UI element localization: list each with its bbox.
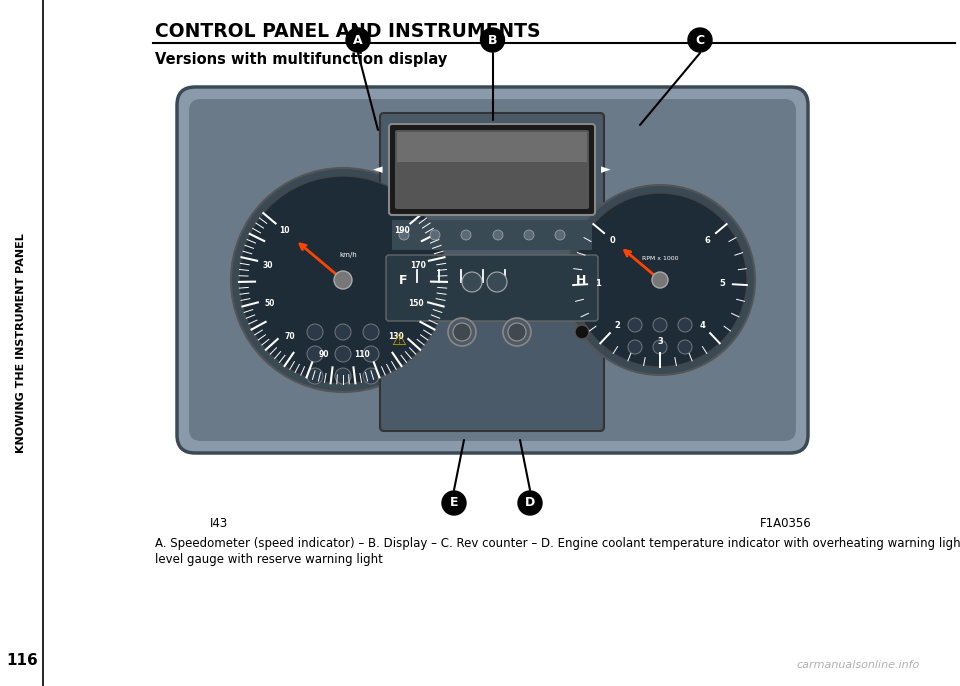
Circle shape [363,324,379,340]
Text: A. Speedometer (speed indicator) – B. Display – C. Rev counter – D. Engine coola: A. Speedometer (speed indicator) – B. Di… [155,537,960,550]
Text: 170: 170 [411,261,426,270]
Text: RPM x 1000: RPM x 1000 [641,255,679,261]
Text: level gauge with reserve warning light: level gauge with reserve warning light [155,553,383,566]
Circle shape [487,272,507,292]
Circle shape [448,318,476,346]
Circle shape [442,491,466,515]
Text: 90: 90 [319,350,329,359]
Circle shape [493,230,503,240]
Text: ◄: ◄ [373,163,383,176]
Circle shape [555,230,565,240]
Text: B: B [488,34,497,47]
Circle shape [453,323,471,341]
Text: 190: 190 [395,226,410,235]
Text: A: A [353,34,363,47]
FancyBboxPatch shape [386,255,598,321]
FancyBboxPatch shape [397,132,587,162]
Text: ⚠: ⚠ [392,331,406,349]
Text: H: H [576,274,587,287]
Text: 130: 130 [388,331,404,340]
Text: 150: 150 [409,299,424,308]
Text: KNOWING THE INSTRUMENT PANEL: KNOWING THE INSTRUMENT PANEL [16,233,27,453]
Text: 0: 0 [610,236,615,245]
FancyBboxPatch shape [389,124,595,215]
Text: 30: 30 [262,261,273,270]
Circle shape [399,230,409,240]
Circle shape [239,176,447,384]
Bar [0,0,43,686]
Text: 70: 70 [285,331,296,340]
FancyBboxPatch shape [177,87,808,453]
Text: carmanualsonline.info: carmanualsonline.info [797,660,920,670]
Text: 116: 116 [6,653,37,668]
Text: CONTROL PANEL AND INSTRUMENTS: CONTROL PANEL AND INSTRUMENTS [155,22,540,41]
Circle shape [678,340,692,354]
Circle shape [363,346,379,362]
Circle shape [231,168,455,392]
Text: Versions with multifunction display: Versions with multifunction display [155,52,447,67]
Text: I43: I43 [210,517,228,530]
Circle shape [363,368,379,384]
FancyBboxPatch shape [395,130,589,209]
Circle shape [653,318,667,332]
Circle shape [307,324,323,340]
Text: 2: 2 [614,320,620,329]
Text: 110: 110 [354,350,371,359]
Text: E: E [449,497,458,510]
Circle shape [462,272,482,292]
Text: F: F [398,274,407,287]
FancyBboxPatch shape [380,113,604,431]
Circle shape [678,318,692,332]
Circle shape [575,325,589,339]
Circle shape [688,28,712,52]
Text: 4: 4 [700,320,706,329]
Circle shape [461,230,471,240]
Circle shape [653,340,667,354]
Text: ►: ► [601,163,611,176]
Circle shape [335,346,351,362]
Circle shape [565,185,755,375]
Circle shape [508,323,526,341]
Text: D: D [525,497,535,510]
Text: 50: 50 [265,299,275,308]
Text: 3: 3 [658,338,662,346]
Circle shape [335,368,351,384]
Circle shape [346,28,370,52]
Circle shape [481,28,505,52]
Text: 6: 6 [705,236,710,245]
Circle shape [334,271,352,289]
Circle shape [518,491,542,515]
Text: 5: 5 [719,279,725,288]
Circle shape [503,318,531,346]
FancyBboxPatch shape [189,99,796,441]
Text: F1A0356: F1A0356 [760,517,812,530]
Circle shape [628,340,642,354]
Circle shape [307,368,323,384]
Circle shape [573,193,747,367]
Circle shape [628,318,642,332]
Text: 10: 10 [278,226,289,235]
Circle shape [524,230,534,240]
Circle shape [430,230,440,240]
Circle shape [652,272,668,288]
Text: km/h: km/h [339,252,357,258]
Text: C: C [695,34,705,47]
Circle shape [335,324,351,340]
Bar [392,220,592,250]
Text: 1: 1 [595,279,601,288]
Circle shape [307,346,323,362]
